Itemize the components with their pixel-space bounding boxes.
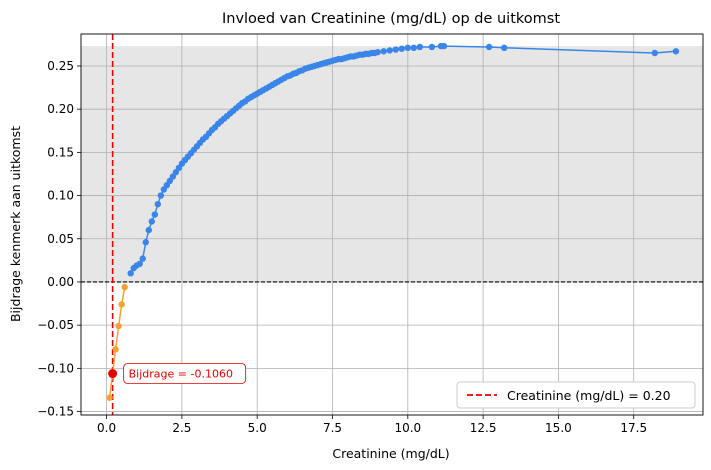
y-tick-label: 0.00	[47, 275, 74, 289]
positive-series-point	[440, 42, 448, 50]
positive-series-point	[501, 44, 508, 52]
legend-box	[456, 381, 696, 409]
positive-series-point	[672, 48, 680, 55]
x-tick-label: 2.5	[172, 421, 191, 435]
legend-label: Creatinine (mg/dL) = 0.20	[507, 388, 671, 403]
positive-series-point	[485, 43, 493, 51]
axes: 0.0 2.5 5.0 7.5 10.0 12.5 15.0 17.5 −0.15 −0.10 −0…	[37, 33, 704, 435]
highlight-point	[108, 369, 118, 379]
y-tick-label: 0.10	[47, 189, 74, 203]
x-tick-label: 10.0	[394, 421, 421, 435]
positive-series-point	[374, 48, 381, 56]
positive-series-point	[148, 218, 155, 225]
plot-background	[81, 46, 703, 282]
plot-frame	[80, 33, 704, 416]
positive-series-point	[380, 48, 387, 55]
x-tick-label: 12.5	[470, 421, 497, 435]
positive-series-point	[154, 200, 162, 208]
positive-series-point	[157, 192, 165, 199]
positive-series-point	[428, 43, 436, 51]
negative-series-point	[115, 322, 122, 330]
legend: Creatinine (mg/dL) = 0.20	[456, 381, 696, 409]
positive-series-point	[151, 211, 158, 218]
positive-series-point	[416, 43, 424, 51]
y-axis-label: Bijdrage kenmerk aan uitkomst	[8, 126, 23, 322]
positive-series-point	[398, 45, 405, 52]
y-tick-label: 0.20	[47, 102, 74, 116]
x-tick-label: 15.0	[545, 421, 572, 435]
negative-series-point	[112, 346, 119, 353]
positive-series-point	[392, 46, 399, 53]
x-tick-label: 0.0	[97, 421, 116, 435]
positive-series-point	[651, 49, 659, 57]
positive-series-point	[145, 226, 152, 234]
y-tick-label: 0.25	[47, 59, 74, 73]
series-layer	[81, 34, 703, 415]
positive-series-point	[127, 270, 134, 277]
x-tick-label: 7.5	[323, 421, 342, 435]
negative-series-point	[106, 394, 113, 401]
positive-series-point	[404, 44, 412, 52]
positive-series-point	[142, 239, 149, 246]
y-tick-label: −0.05	[37, 318, 74, 332]
positive-series-point	[139, 255, 146, 262]
annotation-text: Bijdrage = -0.1060	[129, 368, 233, 381]
shaded-region	[81, 46, 703, 282]
positive-series-point	[410, 44, 418, 52]
positive-series-point	[136, 260, 143, 268]
x-tick-label: 17.5	[620, 421, 647, 435]
negative-series-point	[121, 283, 128, 291]
y-tick-label: −0.15	[37, 405, 74, 419]
annotation-layer: Bijdrage = -0.1060	[108, 363, 247, 384]
x-tick-label: 5.0	[248, 421, 267, 435]
positive-series-point	[386, 47, 393, 54]
annotation-box	[123, 363, 247, 384]
y-tick-label: 0.05	[47, 232, 74, 246]
negative-series-point	[118, 301, 125, 308]
x-axis-label: Creatinine (mg/dL)	[332, 446, 449, 461]
y-tick-label: −0.10	[37, 361, 74, 375]
chart-title: Invloed van Creatinine (mg/dL) op de uit…	[222, 11, 560, 27]
y-tick-label: 0.15	[47, 145, 74, 159]
